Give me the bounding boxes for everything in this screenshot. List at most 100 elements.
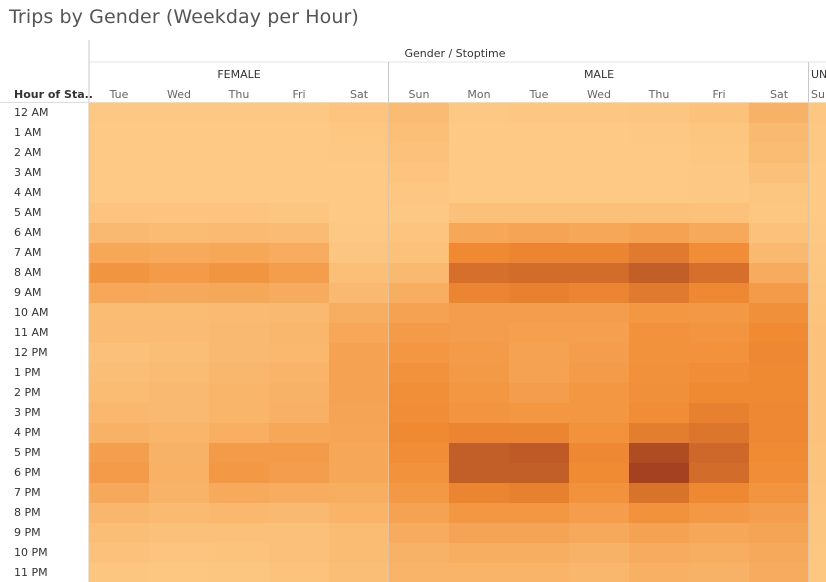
hour-label: 5 PM bbox=[14, 446, 41, 459]
heatmap-cell bbox=[89, 343, 149, 363]
heatmap-cell bbox=[149, 423, 209, 443]
heatmap-cell bbox=[749, 363, 809, 383]
heatmap-cell bbox=[269, 543, 329, 563]
heatmap-cell bbox=[809, 143, 826, 163]
heatmap-cell bbox=[89, 503, 149, 523]
heatmap-cell bbox=[749, 143, 809, 163]
hour-label: 2 PM bbox=[14, 386, 41, 399]
heatmap-cell bbox=[389, 443, 449, 463]
heatmap-cell bbox=[449, 503, 509, 523]
heatmap-cell bbox=[269, 303, 329, 323]
heatmap-cell bbox=[269, 503, 329, 523]
heatmap-cell bbox=[629, 183, 689, 203]
heatmap-cell bbox=[209, 183, 269, 203]
heatmap-cell bbox=[209, 443, 269, 463]
heatmap-cell bbox=[749, 443, 809, 463]
heatmap-cell bbox=[389, 223, 449, 243]
heatmap-cell bbox=[569, 543, 629, 563]
hour-label: 4 AM bbox=[14, 186, 42, 199]
heatmap-cell bbox=[749, 303, 809, 323]
heatmap-cell bbox=[329, 383, 389, 403]
heatmap-cell bbox=[209, 103, 269, 123]
heatmap-cell bbox=[809, 483, 826, 503]
heatmap-cell bbox=[509, 483, 569, 503]
heatmap-cell bbox=[809, 243, 826, 263]
heatmap-cell bbox=[749, 123, 809, 143]
heatmap-cell bbox=[629, 543, 689, 563]
heatmap-cell bbox=[509, 263, 569, 283]
heatmap-cell bbox=[329, 323, 389, 343]
heatmap-cell bbox=[509, 223, 569, 243]
heatmap-cell bbox=[629, 283, 689, 303]
hour-label: 6 PM bbox=[14, 466, 41, 479]
heatmap-cell bbox=[389, 463, 449, 483]
heatmap-cell bbox=[629, 423, 689, 443]
heatmap-cell bbox=[809, 263, 826, 283]
heatmap-cell bbox=[689, 263, 749, 283]
heatmap-cell bbox=[509, 323, 569, 343]
heatmap-cell bbox=[89, 523, 149, 543]
heatmap-cell bbox=[389, 163, 449, 183]
heatmap-cell bbox=[89, 243, 149, 263]
heatmap-cell bbox=[509, 243, 569, 263]
heatmap-cell bbox=[569, 443, 629, 463]
heatmap-cell bbox=[509, 463, 569, 483]
heatmap-cell bbox=[689, 363, 749, 383]
heatmap-cell bbox=[389, 143, 449, 163]
heatmap-cell bbox=[329, 443, 389, 463]
heatmap-cell bbox=[329, 163, 389, 183]
heatmap-cell bbox=[89, 163, 149, 183]
day-label: Fri bbox=[292, 88, 306, 101]
heatmap-cell bbox=[329, 103, 389, 123]
heatmap-cell bbox=[749, 103, 809, 123]
hour-label: 10 PM bbox=[14, 546, 48, 559]
heatmap-cell bbox=[389, 483, 449, 503]
heatmap-cell bbox=[629, 403, 689, 423]
heatmap-cell bbox=[269, 143, 329, 163]
heatmap-cell bbox=[689, 303, 749, 323]
heatmap-cell bbox=[389, 503, 449, 523]
heatmap-cell bbox=[749, 323, 809, 343]
hour-label: 11 PM bbox=[14, 566, 48, 579]
heatmap-cell bbox=[269, 203, 329, 223]
heatmap-cell bbox=[689, 343, 749, 363]
heatmap-cell bbox=[809, 323, 826, 343]
heatmap-cell bbox=[149, 503, 209, 523]
heatmap-cell bbox=[389, 563, 449, 582]
heatmap-cell bbox=[749, 163, 809, 183]
heatmap-cell bbox=[689, 543, 749, 563]
heatmap-cell bbox=[89, 283, 149, 303]
heatmap-cell bbox=[629, 563, 689, 582]
heatmap-cell bbox=[269, 343, 329, 363]
heatmap-cell bbox=[209, 263, 269, 283]
heatmap-cell bbox=[809, 363, 826, 383]
heatmap-cell bbox=[329, 523, 389, 543]
heatmap-cell bbox=[329, 563, 389, 582]
heatmap-cell bbox=[569, 403, 629, 423]
heatmap-cell bbox=[149, 143, 209, 163]
heatmap-cell bbox=[569, 143, 629, 163]
heatmap-cell bbox=[569, 503, 629, 523]
heatmap-cell bbox=[89, 363, 149, 383]
heatmap-cell bbox=[509, 143, 569, 163]
heatmap-cell bbox=[449, 483, 509, 503]
heatmap-cell bbox=[749, 283, 809, 303]
heatmap-cell bbox=[809, 423, 826, 443]
heatmap-cell bbox=[329, 143, 389, 163]
heatmap-cell bbox=[809, 403, 826, 423]
heatmap-cell bbox=[569, 343, 629, 363]
heatmap-cell bbox=[449, 143, 509, 163]
hour-label: 9 AM bbox=[14, 286, 42, 299]
heatmap-cell bbox=[629, 443, 689, 463]
heatmap-cell bbox=[389, 403, 449, 423]
day-label: Wed bbox=[587, 88, 611, 101]
heatmap-cell bbox=[809, 303, 826, 323]
heatmap-cell bbox=[569, 243, 629, 263]
heatmap-cell bbox=[149, 483, 209, 503]
hour-label: 6 AM bbox=[14, 226, 42, 239]
heatmap-cell bbox=[269, 363, 329, 383]
heatmap-cell bbox=[569, 203, 629, 223]
heatmap-cell bbox=[449, 443, 509, 463]
heatmap-cell bbox=[209, 323, 269, 343]
heatmap-cell bbox=[689, 503, 749, 523]
